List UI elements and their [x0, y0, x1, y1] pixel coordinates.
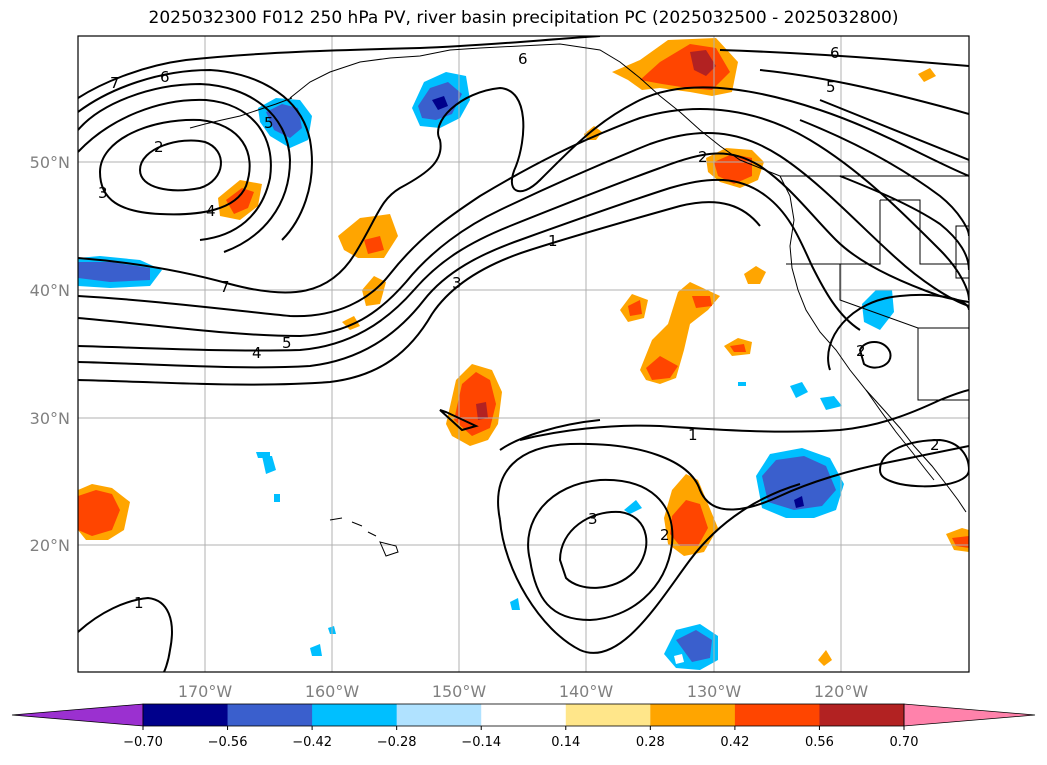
- pv-label-3-sub: 3: [588, 510, 598, 528]
- pv-label-6-n: 6: [518, 50, 528, 68]
- colorbar-ticks: −0.70 −0.56 −0.42 −0.28 −0.14 0.14 0.28 0.42 0.5…: [123, 726, 918, 750]
- west-coast: [779, 175, 967, 513]
- state-border-3: [917, 328, 969, 401]
- colorbar-tick-label: 0.28: [636, 735, 665, 750]
- pv-label-5-aleut: 5: [264, 114, 274, 132]
- pv-label-3-jet: 3: [452, 274, 462, 292]
- state-border-2: [839, 264, 969, 329]
- colorbar-tick-label: −0.42: [292, 735, 332, 750]
- pv-label-5-ne: 5: [826, 78, 836, 96]
- colorbar-segment: [312, 704, 398, 726]
- lat-label-50n: 50°N: [30, 153, 70, 172]
- colorbar-segment: [734, 704, 820, 726]
- pv-label-2-mex: 2: [930, 436, 940, 454]
- pv-contours: [78, 36, 969, 672]
- lon-label-170w: 170°W: [178, 682, 233, 701]
- alaska-coast: [289, 43, 781, 177]
- pv-label-7-mid: 7: [220, 278, 230, 296]
- colorbar-segment: [227, 704, 313, 726]
- pv-label-2-cal: 2: [856, 342, 866, 360]
- colorbar-tick-label: −0.14: [461, 735, 501, 750]
- precip-positive-subtropical: [664, 474, 832, 666]
- lat-label-20n: 20°N: [30, 536, 70, 555]
- lat-label-30n: 30°N: [30, 409, 70, 428]
- colorbar-tick-label: 0.14: [551, 735, 580, 750]
- colorbar-segment: [565, 704, 651, 726]
- map-title: 2025032300 F012 250 hPa PV, river basin …: [148, 8, 899, 28]
- colorbar-tick-label: −0.70: [123, 735, 163, 750]
- latitude-labels: 50°N 40°N 30°N 20°N: [30, 153, 70, 555]
- pv-label-1-sw: 1: [134, 594, 144, 612]
- precip-negative-south: [664, 624, 718, 670]
- colorbar-extend-high: [903, 703, 1036, 727]
- aleutian-chain: [189, 97, 293, 129]
- pv-label-2-sub: 2: [660, 526, 670, 544]
- pv-contour-labels: 7 6 2 3 4 5 6 7 4 5 3 1 2 6 5 2 1 3 2 2 …: [98, 44, 940, 612]
- colorbar-segments: [11, 703, 1036, 727]
- colorbar-segment: [819, 704, 905, 726]
- state-border-1: [786, 200, 881, 265]
- colorbar-frame: [142, 703, 905, 727]
- pv-label-2-coast: 2: [698, 148, 708, 166]
- longitude-labels: 170°W 160°W 150°W 140°W 130°W 120°W: [178, 682, 869, 701]
- colorbar-tick-label: 0.56: [805, 735, 834, 750]
- colorbar-segment: [481, 704, 567, 726]
- coastlines: [189, 43, 969, 557]
- pv-label-1-jet: 1: [548, 232, 558, 250]
- colorbar-segment: [143, 704, 229, 726]
- hawaii-islands: [329, 517, 399, 557]
- state-border-4: [880, 199, 969, 265]
- plot-frame: [77, 35, 970, 673]
- precip-shading: [78, 38, 969, 670]
- baja-peninsula: [865, 389, 935, 481]
- pv-label-6-ne: 6: [830, 44, 840, 62]
- pv-label-6-nw: 6: [160, 68, 170, 86]
- precip-negative-small-cells: [256, 382, 842, 656]
- precip-negative-aleutians: [258, 98, 312, 148]
- precip-negative-west-edge: [78, 256, 162, 288]
- lon-label-120w: 120°W: [814, 682, 869, 701]
- lon-label-150w: 150°W: [432, 682, 487, 701]
- pv-label-4-w: 4: [206, 202, 216, 220]
- precip-positive-west-low: [218, 180, 262, 220]
- pv-label-7-nw: 7: [110, 74, 120, 92]
- precip-negative-california: [862, 290, 894, 330]
- colorbar-extend-low: [11, 703, 144, 727]
- pv-label-5-mid: 5: [282, 334, 292, 352]
- colorbar-tick-label: −0.56: [208, 735, 248, 750]
- pv-label-4-mid: 4: [252, 344, 262, 362]
- precip-negative-north-central: [412, 72, 470, 128]
- lat-label-40n: 40°N: [30, 281, 70, 300]
- lon-label-130w: 130°W: [687, 682, 742, 701]
- colorbar-segment: [650, 704, 736, 726]
- pv-label-2-low: 2: [154, 138, 164, 156]
- lon-label-140w: 140°W: [559, 682, 614, 701]
- colorbar-tick-label: 0.42: [720, 735, 749, 750]
- pv-label-1-sub: 1: [688, 426, 698, 444]
- precip-positive-far-west: [78, 484, 130, 540]
- precip-positive-east-pacific: [584, 68, 936, 384]
- colorbar-tick-label: 0.70: [890, 735, 919, 750]
- pv-label-3-w: 3: [98, 184, 108, 202]
- colorbar-segment: [396, 704, 482, 726]
- colorbar-tick-label: −0.28: [377, 735, 417, 750]
- lon-label-160w: 160°W: [305, 682, 360, 701]
